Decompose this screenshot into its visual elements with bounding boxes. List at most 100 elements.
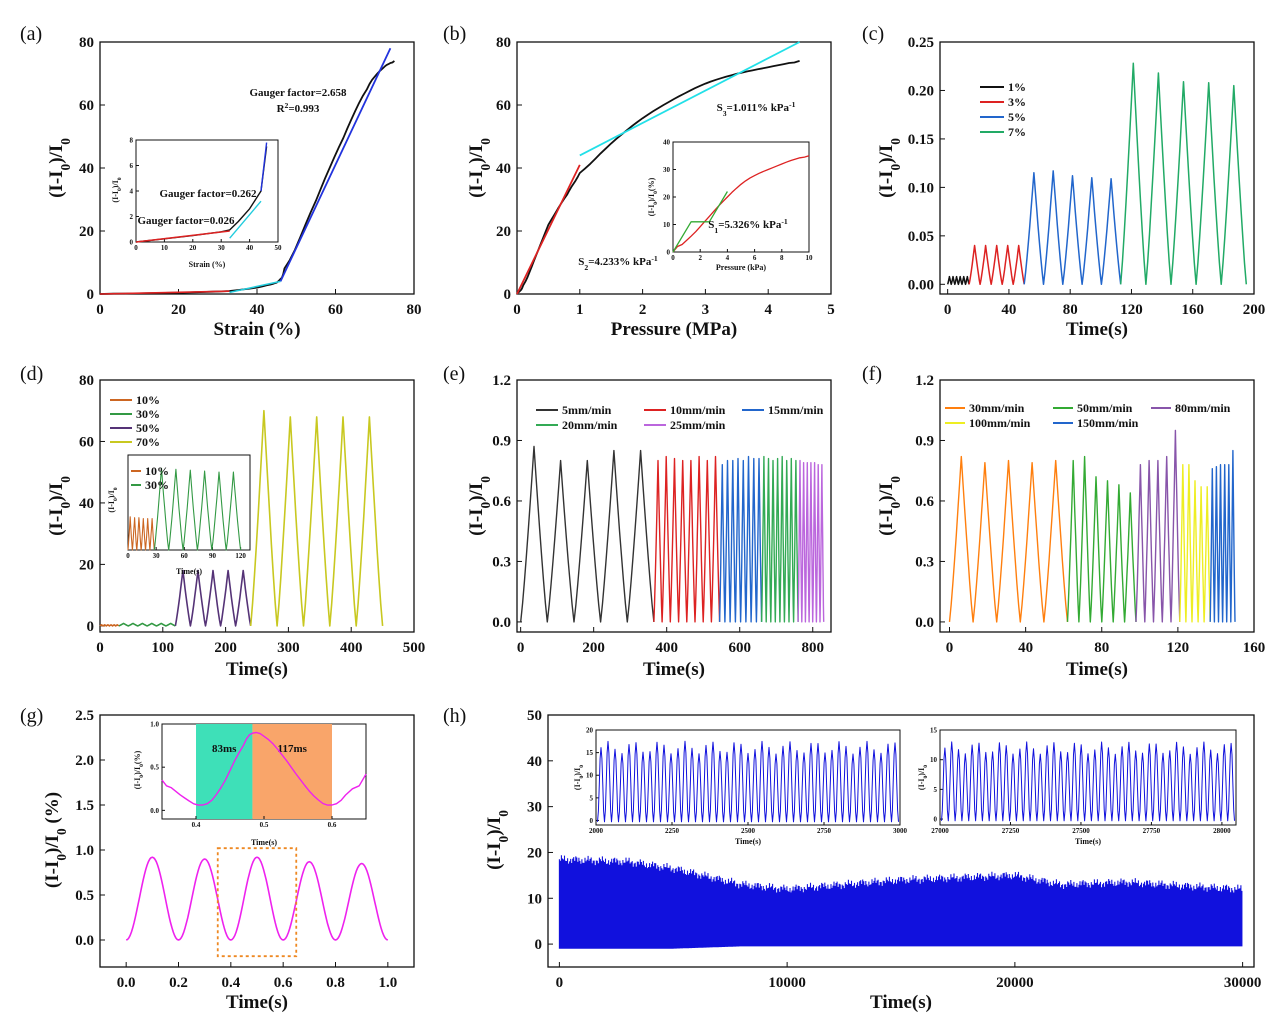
axes-frame [99, 379, 415, 633]
inset-y-title: (I-I0)/I0 [917, 765, 929, 790]
inset-region-label: 83ms [212, 743, 237, 755]
y-axis-title: (I-I0)/I0 [876, 138, 903, 198]
axes: 0.0 0.2 0.4 0.6 0.8 1.0 0.0 0.5 1.0 1.5 2.0 2.5 Time… [42, 708, 415, 1013]
y-tick-label: 20 [663, 194, 671, 202]
y-tick-label: 0 [504, 287, 512, 303]
series-5mm/min [520, 445, 655, 623]
x-tick-label: 200 [582, 640, 605, 656]
y-tick-label: 0 [667, 249, 671, 257]
series-15mm/min [718, 455, 763, 623]
y-tick-label: 2.5 [75, 708, 94, 724]
series-70% [249, 409, 384, 627]
axes: 0 200 400 600 800 0.0 0.3 0.6 0.9 1.2 Time(s) (I-I0… [466, 373, 832, 680]
legend-label: 50% [136, 421, 160, 435]
inset-frame [939, 729, 1237, 826]
x-axis-title: Time(s) [226, 992, 288, 1013]
x-tick-label: 0.4 [192, 821, 201, 829]
x-tick-label: 0 [126, 552, 130, 560]
series-30mm/min [948, 455, 1069, 623]
series-30% [153, 467, 242, 551]
y-tick-label: 0 [535, 937, 543, 953]
x-axis-title: Time(s) [870, 992, 932, 1013]
x-tick-label: 0 [513, 302, 521, 318]
inset-series [597, 740, 899, 823]
axes: 0 40 80 120 160 0.0 0.3 0.6 0.9 1.2 Time(s) (I-I0)/… [876, 373, 1265, 680]
inset-series [672, 191, 728, 253]
series-50% [174, 569, 252, 627]
y-tick-label: 2 [130, 213, 134, 221]
x-tick-label: 20 [171, 302, 186, 318]
y-tick-label: 1.2 [492, 373, 511, 389]
series-fit [279, 47, 392, 282]
inset-series [229, 200, 262, 239]
y-tick-label: 0.25 [908, 35, 934, 51]
inset-y-title: (I-I0)/I0 [573, 765, 585, 790]
x-tick-label: 160 [1243, 640, 1266, 656]
y-tick-label: 10 [586, 772, 594, 780]
legend-label: 7% [1008, 125, 1026, 139]
axes-frame [99, 714, 415, 968]
x-tick-label: 90 [209, 552, 217, 560]
x-tick-label: 400 [655, 640, 678, 656]
x-tick-label: 27000 [931, 827, 949, 835]
y-tick-label: 0.3 [492, 554, 511, 570]
panel-label-a: (a) [20, 23, 42, 45]
y-tick-label: 10 [930, 756, 938, 764]
x-tick-label: 300 [277, 640, 300, 656]
y-tick-label: 50 [527, 708, 542, 724]
inset-y-title: (I-I0)/I0(%) [647, 177, 659, 216]
y-tick-label: 0 [130, 239, 134, 247]
legend-label: 15mm/min [768, 403, 824, 417]
series-80mm/min [1135, 429, 1181, 623]
axes: 2000 2250 2500 2750 3000 0 5 10 15 20 Time(s) (I-I0… [573, 727, 908, 847]
inset-series [135, 230, 230, 243]
x-axis-title: Time(s) [226, 659, 288, 680]
y-tick-label: 6 [130, 162, 134, 170]
y-tick-label: 40 [79, 496, 94, 512]
inset-series [260, 142, 268, 192]
x-tick-label: 100 [152, 640, 175, 656]
y-tick-label: 20 [527, 845, 542, 861]
y-axis-title: (I-I0)/I0 [876, 476, 903, 536]
y-tick-label: 0.5 [150, 764, 159, 772]
inset-series [672, 155, 810, 253]
series-10% [99, 623, 120, 627]
series-30% [118, 622, 176, 627]
x-tick-label: 30 [153, 552, 161, 560]
inset-annotation: S1=5.326% kPa-1 [708, 217, 788, 235]
x-tick-label: 40 [1018, 640, 1033, 656]
x-tick-label: 10 [806, 254, 814, 262]
legend-label: 25mm/min [670, 418, 726, 432]
y-tick-label: 0.9 [915, 433, 934, 449]
x-tick-label: 160 [1181, 302, 1204, 318]
x-tick-label: 0 [96, 640, 104, 656]
x-tick-label: 200 [214, 640, 237, 656]
series-20mm/min [760, 455, 799, 623]
panel-label-c: (c) [862, 23, 884, 45]
panel-label-h: (h) [443, 705, 466, 727]
y-tick-label: 10 [527, 891, 542, 907]
x-axis-title: Time(s) [643, 659, 705, 680]
y-axis-title: (I-I0)/I0 [484, 810, 511, 870]
x-tick-label: 3 [702, 302, 710, 318]
legend-label: 10% [145, 464, 169, 478]
panel-label-d: (d) [20, 363, 43, 385]
x-tick-label: 60 [181, 552, 189, 560]
series-fatigue [558, 855, 1243, 949]
x-tick-label: 4 [764, 302, 772, 318]
x-tick-label: 20 [189, 244, 197, 252]
x-tick-label: 20000 [996, 975, 1034, 991]
inset-x-title: Time(s) [176, 567, 202, 576]
x-tick-label: 28000 [1213, 827, 1231, 835]
inset-region-label: 117ms [278, 743, 308, 755]
y-tick-label: 0 [590, 817, 594, 825]
y-tick-label: 80 [496, 35, 511, 51]
x-axis-title: Time(s) [1066, 319, 1128, 340]
x-tick-label: 400 [340, 640, 363, 656]
y-tick-label: 20 [79, 557, 94, 573]
y-tick-label: 2.0 [75, 753, 94, 769]
legend-label: 100mm/min [969, 416, 1031, 430]
series-s2-fit [516, 164, 581, 295]
series-s3-fit [579, 41, 801, 157]
y-tick-label: 0 [87, 619, 95, 635]
